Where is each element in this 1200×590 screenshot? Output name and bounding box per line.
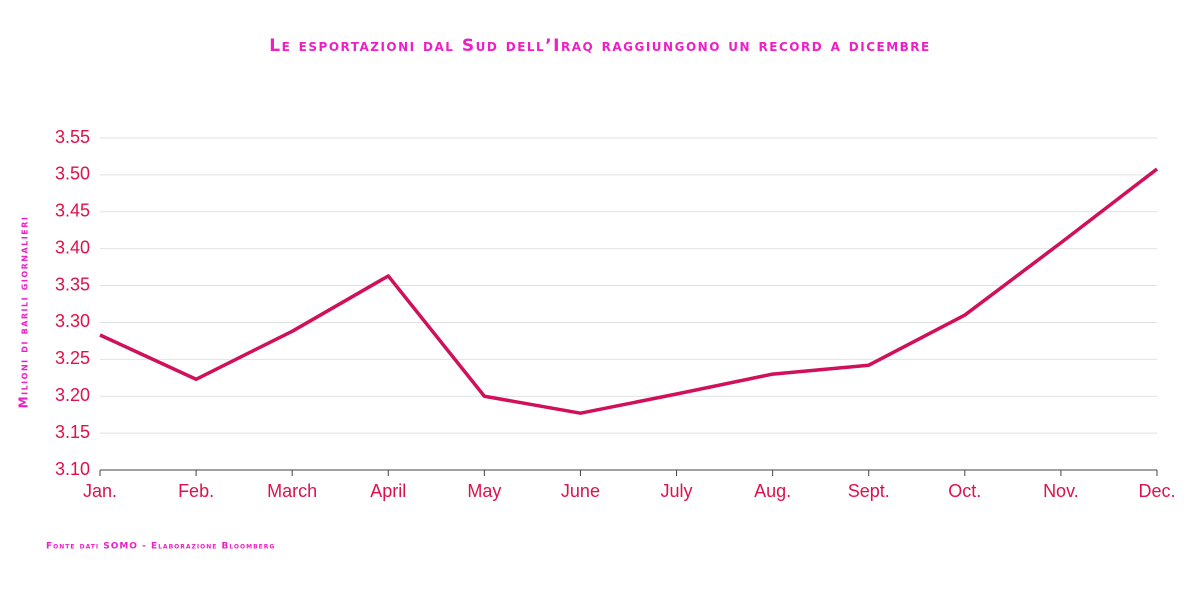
y-tick-label: 3.45 xyxy=(55,201,90,221)
y-tick-label: 3.55 xyxy=(55,127,90,147)
x-tick-label: Dec. xyxy=(1138,481,1175,501)
x-tick-label: May xyxy=(467,481,501,501)
data-line xyxy=(99,167,1159,415)
x-tick-label: March xyxy=(267,481,317,501)
x-tick-label: Sept. xyxy=(848,481,890,501)
x-tick-label: April xyxy=(370,481,406,501)
source-note: Fonte dati SOMO - Elaborazione Bloomberg xyxy=(46,542,275,552)
y-tick-label: 3.50 xyxy=(55,164,90,184)
y-tick-label: 3.15 xyxy=(55,422,90,442)
x-tick-label: Jan. xyxy=(83,481,117,501)
y-tick-label: 3.20 xyxy=(55,385,90,405)
x-tick-label: July xyxy=(661,481,693,501)
x-tick-label: Feb. xyxy=(178,481,214,501)
y-tick-label: 3.25 xyxy=(55,348,90,368)
y-tick-label: 3.40 xyxy=(55,237,90,257)
y-tick-label: 3.35 xyxy=(55,274,90,294)
chart-title: Le esportazioni dal Sud dell’Iraq raggiu… xyxy=(269,36,931,56)
x-tick-label: June xyxy=(561,481,600,501)
y-tick-label: 3.30 xyxy=(55,311,90,331)
x-tick-label: Aug. xyxy=(754,481,791,501)
y-tick-label: 3.10 xyxy=(55,459,90,479)
x-tick-label: Oct. xyxy=(948,481,981,501)
y-axis-label: Milioni di barili giornalieri xyxy=(17,216,31,409)
x-tick-label: Nov. xyxy=(1043,481,1079,501)
